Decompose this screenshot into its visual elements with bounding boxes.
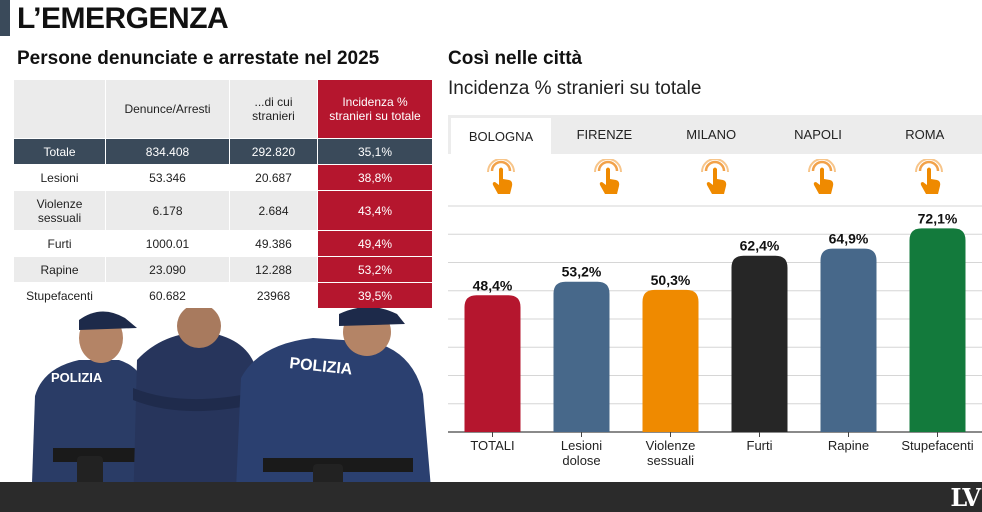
bottom-bar	[0, 482, 982, 512]
row-label: Stupefacenti	[13, 282, 106, 309]
cell-denunce: 6.178	[105, 190, 230, 231]
tap-hand-icon[interactable]	[555, 158, 662, 198]
tap-hand-icon[interactable]	[875, 158, 982, 198]
row-label: Totale	[13, 138, 106, 165]
table-row: Stupefacenti 60.682 23968 39,5%	[13, 282, 433, 309]
tab-roma[interactable]: ROMA	[905, 127, 945, 142]
cell-stranieri: 20.687	[229, 164, 318, 191]
police-officers-photo: POLIZIA POLIZIA	[13, 308, 434, 512]
table-row: Violenze sessuali 6.178 2.684 43,4%	[13, 190, 433, 231]
table-header-row: Denunce/Arresti ...di cui stranieri Inci…	[13, 79, 433, 139]
table-row: Rapine 23.090 12.288 53,2%	[13, 256, 433, 283]
cell-incidenza: 53,2%	[317, 256, 433, 283]
x-tick-label: Stupefacenti	[901, 438, 973, 453]
data-label: 64,9%	[829, 231, 869, 247]
chart-subheading: Incidenza % stranieri su totale	[448, 78, 702, 99]
cell-denunce: 60.682	[105, 282, 230, 309]
x-tick-label: TOTALI	[470, 438, 514, 453]
bar-violenze-sessuali[interactable]	[642, 289, 699, 432]
tab-firenze[interactable]: FIRENZE	[576, 127, 633, 142]
tab-milano[interactable]: MILANO	[686, 127, 737, 142]
table-header-empty	[13, 79, 106, 139]
bar-totali[interactable]	[464, 295, 521, 432]
cell-stranieri: 49.386	[229, 230, 318, 257]
chart-heading: Così nelle città	[448, 48, 583, 69]
row-label: Furti	[13, 230, 106, 257]
tab-bologna[interactable]: BOLOGNA	[451, 118, 551, 154]
tap-hand-icon[interactable]	[448, 158, 555, 198]
table-row: Furti 1000.01 49.386 49,4%	[13, 230, 433, 257]
title-accent-bar	[0, 0, 10, 36]
logo: LV	[950, 483, 981, 512]
data-label: 62,4%	[740, 238, 780, 254]
tap-hand-icon[interactable]	[768, 158, 875, 198]
tap-hand-icon[interactable]	[662, 158, 769, 198]
cell-stranieri: 23968	[229, 282, 318, 309]
x-tick-label: Rapine	[828, 438, 869, 453]
cell-stranieri: 292.820	[229, 138, 318, 165]
cell-denunce: 1000.01	[105, 230, 230, 257]
vest-text-right: POLIZIA	[289, 355, 354, 379]
cell-denunce: 53.346	[105, 164, 230, 191]
table-row: Lesioni 53.346 20.687 38,8%	[13, 164, 433, 191]
table-header-denunce: Denunce/Arresti	[105, 79, 230, 139]
table-header-incidenza: Incidenza % stranieri su totale	[317, 79, 433, 139]
cell-stranieri: 12.288	[229, 256, 318, 283]
city-tabs: BOLOGNA FIRENZE MILANO NAPOLI ROMA	[448, 115, 982, 154]
cell-incidenza: 43,4%	[317, 190, 433, 231]
bar-stupefacenti[interactable]	[909, 228, 966, 432]
cell-denunce: 23.090	[105, 256, 230, 283]
table-header-stranieri: ...di cui stranieri	[229, 79, 318, 139]
row-label: Violenze sessuali	[13, 190, 106, 231]
x-tick-label: dolose	[562, 453, 600, 468]
bar-rapine[interactable]	[820, 248, 877, 432]
table-heading: Persone denunciate e arrestate nel 2025	[17, 48, 380, 69]
vest-text-left: POLIZIA	[51, 370, 103, 385]
x-tick-label: sessuali	[647, 453, 694, 468]
bar-lesioni-dolose[interactable]	[553, 281, 610, 432]
cell-stranieri: 2.684	[229, 190, 318, 231]
data-label: 72,1%	[918, 210, 958, 226]
cell-denunce: 834.408	[105, 138, 230, 165]
cell-incidenza: 35,1%	[317, 138, 433, 165]
tap-icons-row	[448, 158, 982, 198]
data-label: 50,3%	[651, 272, 691, 288]
row-label: Rapine	[13, 256, 106, 283]
x-tick-label: Violenze	[646, 438, 696, 453]
crime-table: Denunce/Arresti ...di cui stranieri Inci…	[13, 79, 433, 309]
x-tick-label: Furti	[747, 438, 773, 453]
bar-furti[interactable]	[731, 255, 788, 432]
table-row: Totale 834.408 292.820 35,1%	[13, 138, 433, 165]
x-tick-label: Lesioni	[561, 438, 602, 453]
tab-napoli[interactable]: NAPOLI	[794, 127, 842, 142]
police-officers-illustration: POLIZIA POLIZIA	[31, 308, 433, 512]
cell-incidenza: 39,5%	[317, 282, 433, 309]
data-label: 48,4%	[473, 277, 513, 293]
row-label: Lesioni	[13, 164, 106, 191]
cell-incidenza: 38,8%	[317, 164, 433, 191]
page-title: L’EMERGENZA	[17, 2, 229, 35]
data-label: 53,2%	[562, 264, 602, 280]
cell-incidenza: 49,4%	[317, 230, 433, 257]
